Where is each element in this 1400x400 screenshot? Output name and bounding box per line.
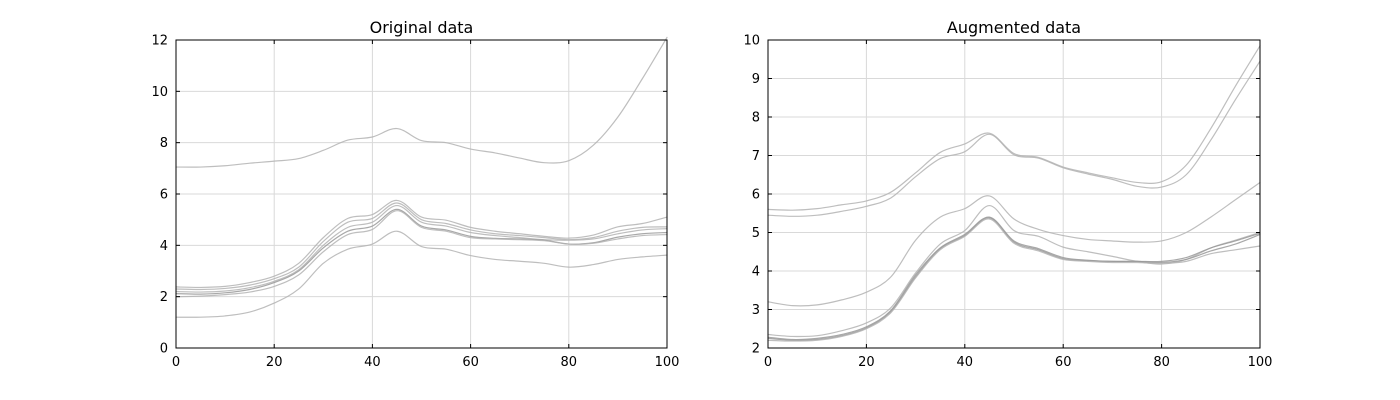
- x-tick-label: 40: [957, 355, 974, 370]
- y-tick-label: 7: [752, 149, 760, 164]
- y-tick-label: 3: [752, 303, 760, 318]
- x-tick-label: 60: [1055, 355, 1072, 370]
- ticks: 0 20 40 60 80 100 2 3 4 5 6 7 8 9 10: [743, 34, 1272, 371]
- series-line: [767, 45, 1261, 211]
- series-line: [175, 204, 668, 293]
- y-tick-label: 2: [752, 342, 760, 357]
- series-line: [175, 199, 668, 289]
- grid: [176, 40, 667, 348]
- panel-original-data: Original data 0 20 40 60 80 100 0 2 4 6 8 10 12: [151, 18, 679, 370]
- x-tick-label: 60: [462, 355, 479, 370]
- series-line: [767, 218, 1261, 342]
- series-line: [767, 217, 1261, 341]
- y-tick-label: 6: [752, 188, 760, 203]
- x-tick-label: 0: [764, 355, 772, 370]
- y-tick-label: 12: [151, 34, 168, 49]
- y-tick-label: 4: [160, 239, 168, 254]
- y-tick-label: 9: [752, 72, 760, 87]
- y-tick-label: 0: [160, 342, 168, 357]
- chart-title: Augmented data: [947, 18, 1081, 37]
- x-tick-label: 100: [655, 355, 680, 370]
- y-tick-label: 10: [743, 34, 760, 49]
- x-tick-label: 20: [858, 355, 875, 370]
- y-tick-label: 5: [752, 226, 760, 241]
- chart-title: Original data: [370, 18, 474, 37]
- y-tick-label: 4: [752, 265, 760, 280]
- x-tick-label: 40: [364, 355, 381, 370]
- y-tick-label: 6: [160, 188, 168, 203]
- series-line: [175, 230, 668, 318]
- series-group: [767, 45, 1261, 342]
- panel-augmented-data: Augmented data 0 20 40 60 80 100 2 3 4 5 6 7 8 9 10: [743, 18, 1272, 370]
- y-tick-label: 2: [160, 290, 168, 305]
- series-line: [175, 210, 668, 298]
- series-line: [175, 36, 668, 168]
- ticks: 0 20 40 60 80 100 0 2 4 6 8 10 12: [151, 34, 679, 371]
- series-group: [175, 36, 668, 318]
- x-tick-label: 0: [172, 355, 180, 370]
- y-tick-label: 8: [160, 136, 168, 151]
- y-tick-label: 10: [151, 85, 168, 100]
- x-tick-label: 80: [1153, 355, 1170, 370]
- series-line: [767, 204, 1261, 338]
- series-line: [767, 60, 1261, 217]
- x-tick-label: 80: [561, 355, 578, 370]
- series-line: [767, 181, 1261, 307]
- y-tick-label: 8: [752, 111, 760, 126]
- series-line: [175, 202, 668, 291]
- series-line: [767, 216, 1261, 341]
- x-tick-label: 20: [266, 355, 283, 370]
- x-tick-label: 100: [1248, 355, 1273, 370]
- grid: [768, 40, 1260, 348]
